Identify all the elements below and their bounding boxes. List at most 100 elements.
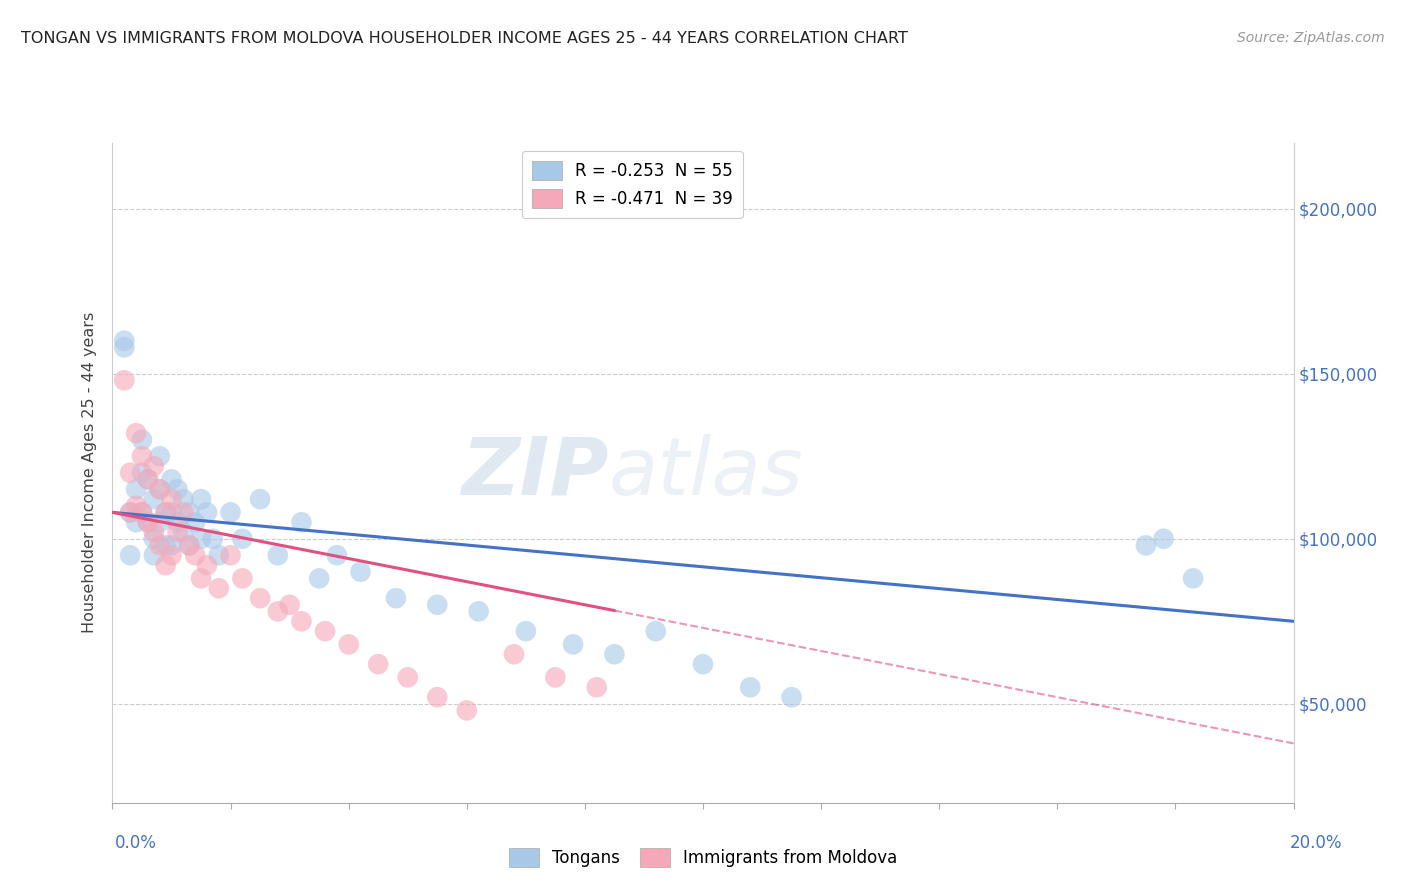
Point <box>231 571 253 585</box>
Point <box>120 548 142 563</box>
Text: 0.0%: 0.0% <box>115 834 157 852</box>
Point <box>131 505 153 519</box>
Point <box>456 703 478 717</box>
Point <box>426 598 449 612</box>
Point <box>1135 538 1157 552</box>
Point <box>136 472 159 486</box>
Point <box>544 670 567 684</box>
Point <box>166 516 188 530</box>
Point <box>142 525 165 540</box>
Point <box>308 571 330 585</box>
Point <box>179 505 201 519</box>
Point <box>120 466 142 480</box>
Point <box>160 492 183 507</box>
Point <box>149 450 172 464</box>
Point <box>172 505 194 519</box>
Point <box>136 516 159 530</box>
Point <box>179 538 201 552</box>
Point <box>160 548 183 563</box>
Point <box>155 505 177 519</box>
Point <box>195 558 218 573</box>
Point <box>184 548 207 563</box>
Text: atlas: atlas <box>609 434 803 512</box>
Point <box>155 558 177 573</box>
Point <box>467 604 489 618</box>
Point <box>290 516 312 530</box>
Point <box>149 483 172 497</box>
Point <box>515 624 537 639</box>
Point <box>179 538 201 552</box>
Point <box>112 373 135 387</box>
Point <box>120 505 142 519</box>
Point <box>1153 532 1175 546</box>
Point <box>166 525 188 540</box>
Point <box>385 591 408 606</box>
Point <box>585 680 607 694</box>
Point <box>131 450 153 464</box>
Point <box>172 525 194 540</box>
Point <box>125 516 148 530</box>
Point <box>208 548 231 563</box>
Point <box>131 433 153 447</box>
Text: 20.0%: 20.0% <box>1291 834 1343 852</box>
Point <box>267 548 290 563</box>
Point <box>120 505 142 519</box>
Point <box>136 516 159 530</box>
Y-axis label: Householder Income Ages 25 - 44 years: Householder Income Ages 25 - 44 years <box>82 312 97 633</box>
Point <box>149 483 172 497</box>
Legend: Tongans, Immigrants from Moldova: Tongans, Immigrants from Moldova <box>502 841 904 873</box>
Point <box>267 604 290 618</box>
Point <box>172 492 194 507</box>
Point <box>125 499 148 513</box>
Point <box>349 565 371 579</box>
Point <box>780 690 803 705</box>
Point <box>278 598 301 612</box>
Point <box>201 532 224 546</box>
Point <box>166 483 188 497</box>
Point <box>219 505 242 519</box>
Point <box>190 571 212 585</box>
Point <box>396 670 419 684</box>
Point <box>131 466 153 480</box>
Point <box>337 637 360 651</box>
Point <box>155 538 177 552</box>
Point <box>160 472 183 486</box>
Text: Source: ZipAtlas.com: Source: ZipAtlas.com <box>1237 31 1385 45</box>
Point <box>426 690 449 705</box>
Point <box>562 637 585 651</box>
Text: ZIP: ZIP <box>461 434 609 512</box>
Point <box>249 591 271 606</box>
Point <box>314 624 336 639</box>
Point <box>142 548 165 563</box>
Point <box>1182 571 1205 585</box>
Point <box>219 548 242 563</box>
Point <box>367 657 389 672</box>
Point <box>603 648 626 662</box>
Point <box>231 532 253 546</box>
Point <box>155 505 177 519</box>
Point <box>142 532 165 546</box>
Point <box>184 516 207 530</box>
Point <box>142 459 165 474</box>
Point <box>503 648 526 662</box>
Point <box>190 532 212 546</box>
Point <box>136 472 159 486</box>
Point <box>160 505 183 519</box>
Point <box>125 483 148 497</box>
Point <box>249 492 271 507</box>
Text: TONGAN VS IMMIGRANTS FROM MOLDOVA HOUSEHOLDER INCOME AGES 25 - 44 YEARS CORRELAT: TONGAN VS IMMIGRANTS FROM MOLDOVA HOUSEH… <box>21 31 908 46</box>
Point <box>131 505 153 519</box>
Point <box>208 582 231 596</box>
Point <box>190 492 212 507</box>
Point <box>692 657 714 672</box>
Point <box>149 538 172 552</box>
Point <box>142 492 165 507</box>
Point <box>326 548 349 563</box>
Point <box>125 426 148 441</box>
Point <box>149 516 172 530</box>
Point <box>195 505 218 519</box>
Point <box>112 334 135 348</box>
Point <box>740 680 762 694</box>
Point <box>160 538 183 552</box>
Point <box>644 624 666 639</box>
